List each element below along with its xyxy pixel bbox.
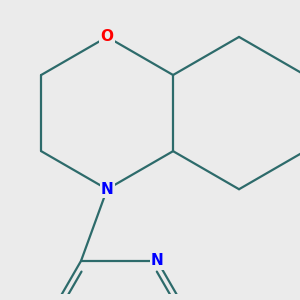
Text: N: N [101, 182, 113, 197]
Text: O: O [100, 29, 114, 44]
Text: N: N [151, 253, 164, 268]
